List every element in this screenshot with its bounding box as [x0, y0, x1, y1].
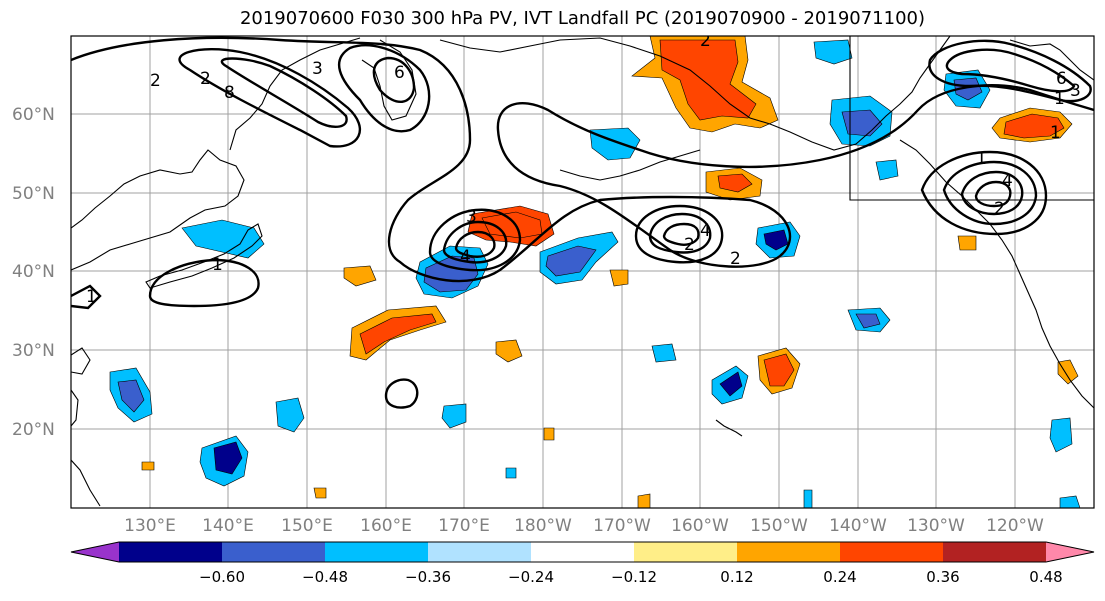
- lat-label: 40°N: [12, 262, 55, 282]
- contour-label: 2: [994, 199, 1005, 219]
- contour-label: 3: [312, 59, 323, 79]
- lon-label: 160°W: [671, 516, 729, 536]
- colorbar-extend-high: [1046, 542, 1094, 562]
- contour-label: 1: [976, 149, 987, 169]
- contour-label: 4: [700, 221, 711, 241]
- colorbar-segment: [325, 542, 429, 562]
- contour-label: 2: [730, 249, 741, 269]
- contour-label: 2: [700, 31, 711, 51]
- coastlines: [71, 36, 1094, 507]
- colorbar-segment: [943, 542, 1047, 562]
- lon-label: 130°W: [907, 516, 965, 536]
- colorbar-tick-label: 0.24: [823, 568, 856, 586]
- latitude-labels: 60°N 50°N 40°N 30°N 20°N: [12, 105, 55, 440]
- contour-label: 2: [150, 71, 161, 91]
- map-title: 2019070600 F030 300 hPa PV, IVT Landfall…: [239, 8, 926, 29]
- contour-label: 1: [1054, 89, 1065, 109]
- lat-label: 50°N: [12, 184, 55, 204]
- colorbar-outline: [70, 541, 1095, 563]
- colorbar-tick-label: 0.48: [1029, 568, 1062, 586]
- lon-label: 160°E: [360, 516, 412, 536]
- lon-label: 140°E: [202, 516, 254, 536]
- ivt-shading: [109, 36, 1081, 508]
- colorbar-segment: [119, 542, 223, 562]
- lat-label: 20°N: [12, 420, 55, 440]
- colorbar-extend-low: [71, 542, 119, 562]
- colorbar-segment: [840, 542, 944, 562]
- pv-contours: [71, 36, 1094, 409]
- contour-label: 3: [466, 207, 477, 227]
- colorbar-segment: [737, 542, 841, 562]
- lat-label: 30°N: [12, 341, 55, 361]
- gridlines: [71, 36, 1094, 508]
- lon-label: 140°W: [829, 516, 887, 536]
- contour-label: 6: [1056, 69, 1067, 89]
- colorbar-tick-label: 0.36: [926, 568, 959, 586]
- colorbar-tick-label: −0.24: [508, 568, 554, 586]
- colorbar-tick-label: −0.12: [611, 568, 657, 586]
- lon-label: 150°E: [281, 516, 333, 536]
- colorbar-tick-label: −0.60: [199, 568, 245, 586]
- colorbar-segment: [222, 542, 326, 562]
- lon-label: 170°W: [593, 516, 651, 536]
- colorbar-tick-label: −0.36: [405, 568, 451, 586]
- contour-label: 1: [1050, 123, 1061, 143]
- colorbar-segment: [428, 542, 532, 562]
- contour-label: 1: [212, 255, 223, 275]
- lon-label: 150°W: [750, 516, 808, 536]
- colorbar-segment: [531, 542, 635, 562]
- contour-label: 4: [460, 247, 471, 267]
- contour-label: 8: [224, 83, 235, 103]
- colorbar-segment: [634, 542, 738, 562]
- lon-label: 180°W: [514, 516, 572, 536]
- longitude-labels: 130°E 140°E 150°E 160°E 170°E 180°W 170°…: [124, 516, 1044, 536]
- contour-label: 2: [200, 69, 211, 89]
- lon-label: 120°W: [986, 516, 1044, 536]
- lon-label: 130°E: [124, 516, 176, 536]
- contour-label: 2: [684, 235, 695, 255]
- colorbar-labels: −0.60 −0.48 −0.36 −0.24 −0.12 0.12 0.24 0.36 0.4…: [199, 568, 1063, 586]
- contour-label: 1: [86, 287, 97, 307]
- colorbar-tick-label: −0.48: [302, 568, 348, 586]
- lat-label: 60°N: [12, 105, 55, 125]
- contour-label: 4: [1002, 171, 1013, 191]
- colorbar-tick-label: 0.12: [720, 568, 753, 586]
- colorbar: [70, 541, 1095, 563]
- map-frame: [70, 35, 1095, 509]
- pv-contour-labels: 2 2 1 8 3 6 1 1 3 4 2 2 4 2 6 3 1 4 1 2: [86, 31, 1081, 307]
- lon-label: 170°E: [438, 516, 490, 536]
- contour-label: 3: [1070, 81, 1081, 101]
- contour-label: 6: [394, 63, 405, 83]
